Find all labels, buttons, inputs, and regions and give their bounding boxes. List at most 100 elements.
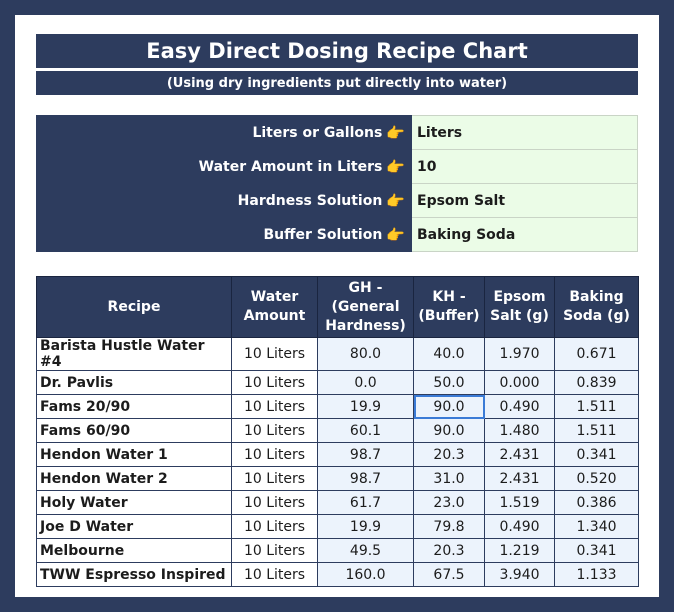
column-header-kh: KH - (Buffer) [413, 276, 485, 338]
kh-cell[interactable]: 67.5 [413, 562, 485, 587]
settings-panel: Liters or Gallons 👉 Liters Water Amount i… [36, 115, 638, 252]
recipe-name-cell[interactable]: TWW Espresso Inspired [36, 562, 232, 587]
setting-row-water-amount: Water Amount in Liters 👉 10 [36, 149, 638, 184]
water-amount-cell[interactable]: 10 Liters [231, 337, 318, 371]
kh-cell[interactable]: 20.3 [413, 538, 485, 563]
water-amount-cell[interactable]: 10 Liters [231, 562, 318, 587]
recipe-name-cell[interactable]: Melbourne [36, 538, 232, 563]
table-row: Melbourne 10 Liters 49.5 20.3 1.219 0.34… [36, 538, 639, 563]
chart-subtitle: (Using dry ingredients put directly into… [36, 71, 638, 95]
units-input-cell[interactable]: Liters [411, 115, 638, 150]
table-row: Barista Hustle Water #4 10 Liters 80.0 4… [36, 337, 639, 371]
setting-label-cell: Buffer Solution 👉 [36, 217, 412, 252]
hardness-solution-input-cell[interactable]: Epsom Salt [411, 183, 638, 218]
pointing-hand-icon: 👉 [386, 157, 405, 176]
epsom-salt-cell[interactable]: 2.431 [484, 442, 555, 467]
setting-label-cell: Liters or Gallons 👉 [36, 115, 412, 150]
epsom-salt-cell[interactable]: 1.519 [484, 490, 555, 515]
baking-soda-cell[interactable]: 1.340 [554, 514, 639, 539]
table-row: Holy Water 10 Liters 61.7 23.0 1.519 0.3… [36, 490, 639, 515]
gh-cell[interactable]: 160.0 [317, 562, 414, 587]
water-amount-cell[interactable]: 10 Liters [231, 538, 318, 563]
kh-cell[interactable]: 79.8 [413, 514, 485, 539]
baking-soda-cell[interactable]: 0.341 [554, 442, 639, 467]
kh-cell[interactable]: 90.0 [413, 418, 485, 443]
gh-cell[interactable]: 60.1 [317, 418, 414, 443]
column-header-recipe: Recipe [36, 276, 232, 338]
epsom-salt-cell[interactable]: 1.480 [484, 418, 555, 443]
epsom-salt-cell[interactable]: 0.000 [484, 370, 555, 395]
chart-title: Easy Direct Dosing Recipe Chart [36, 34, 638, 68]
baking-soda-cell[interactable]: 1.511 [554, 418, 639, 443]
water-amount-cell[interactable]: 10 Liters [231, 466, 318, 491]
gh-cell[interactable]: 98.7 [317, 466, 414, 491]
column-header-water-amount: Water Amount [231, 276, 318, 338]
epsom-salt-cell[interactable]: 0.490 [484, 514, 555, 539]
water-amount-input-cell[interactable]: 10 [411, 149, 638, 184]
gh-cell[interactable]: 49.5 [317, 538, 414, 563]
baking-soda-cell[interactable]: 0.386 [554, 490, 639, 515]
pointing-hand-icon: 👉 [386, 225, 405, 244]
baking-soda-cell[interactable]: 0.671 [554, 337, 639, 371]
water-amount-cell[interactable]: 10 Liters [231, 418, 318, 443]
setting-label-cell: Water Amount in Liters 👉 [36, 149, 412, 184]
epsom-salt-cell[interactable]: 3.940 [484, 562, 555, 587]
baking-soda-cell[interactable]: 0.520 [554, 466, 639, 491]
recipe-name-cell[interactable]: Hendon Water 2 [36, 466, 232, 491]
kh-cell-selected[interactable]: 90.0 [413, 394, 485, 419]
table-row: Joe D Water 10 Liters 19.9 79.8 0.490 1.… [36, 514, 639, 539]
column-header-gh: GH - (General Hardness) [317, 276, 414, 338]
water-amount-cell[interactable]: 10 Liters [231, 370, 318, 395]
kh-cell[interactable]: 50.0 [413, 370, 485, 395]
baking-soda-cell[interactable]: 1.133 [554, 562, 639, 587]
kh-cell[interactable]: 40.0 [413, 337, 485, 371]
setting-row-buffer: Buffer Solution 👉 Baking Soda [36, 217, 638, 252]
setting-row-units: Liters or Gallons 👉 Liters [36, 115, 638, 150]
water-amount-cell[interactable]: 10 Liters [231, 442, 318, 467]
column-header-baking-soda: Baking Soda (g) [554, 276, 639, 338]
table-row: Hendon Water 2 10 Liters 98.7 31.0 2.431… [36, 466, 639, 491]
epsom-salt-cell[interactable]: 1.219 [484, 538, 555, 563]
kh-cell[interactable]: 23.0 [413, 490, 485, 515]
gh-cell[interactable]: 80.0 [317, 337, 414, 371]
gh-cell[interactable]: 0.0 [317, 370, 414, 395]
setting-row-hardness: Hardness Solution 👉 Epsom Salt [36, 183, 638, 218]
setting-label: Buffer Solution [263, 226, 383, 243]
table-row: Dr. Pavlis 10 Liters 0.0 50.0 0.000 0.83… [36, 370, 639, 395]
table-row: Fams 60/90 10 Liters 60.1 90.0 1.480 1.5… [36, 418, 639, 443]
baking-soda-cell[interactable]: 0.839 [554, 370, 639, 395]
table-row: Hendon Water 1 10 Liters 98.7 20.3 2.431… [36, 442, 639, 467]
recipe-name-cell[interactable]: Fams 20/90 [36, 394, 232, 419]
recipe-name-cell[interactable]: Holy Water [36, 490, 232, 515]
gh-cell[interactable]: 61.7 [317, 490, 414, 515]
gh-cell[interactable]: 19.9 [317, 394, 414, 419]
recipe-name-cell[interactable]: Hendon Water 1 [36, 442, 232, 467]
water-amount-cell[interactable]: 10 Liters [231, 394, 318, 419]
recipe-name-cell[interactable]: Barista Hustle Water #4 [36, 337, 232, 371]
epsom-salt-cell[interactable]: 1.970 [484, 337, 555, 371]
baking-soda-cell[interactable]: 0.341 [554, 538, 639, 563]
recipe-table: Recipe Water Amount GH - (General Hardne… [36, 276, 639, 587]
gh-cell[interactable]: 19.9 [317, 514, 414, 539]
kh-cell[interactable]: 31.0 [413, 466, 485, 491]
setting-label-cell: Hardness Solution 👉 [36, 183, 412, 218]
water-amount-cell[interactable]: 10 Liters [231, 514, 318, 539]
table-row: Fams 20/90 10 Liters 19.9 90.0 0.490 1.5… [36, 394, 639, 419]
water-amount-cell[interactable]: 10 Liters [231, 490, 318, 515]
pointing-hand-icon: 👉 [386, 191, 405, 210]
kh-cell[interactable]: 20.3 [413, 442, 485, 467]
table-header-row: Recipe Water Amount GH - (General Hardne… [36, 276, 639, 338]
epsom-salt-cell[interactable]: 2.431 [484, 466, 555, 491]
column-header-epsom-salt: Epsom Salt (g) [484, 276, 555, 338]
buffer-solution-input-cell[interactable]: Baking Soda [411, 217, 638, 252]
recipe-name-cell[interactable]: Dr. Pavlis [36, 370, 232, 395]
epsom-salt-cell[interactable]: 0.490 [484, 394, 555, 419]
baking-soda-cell[interactable]: 1.511 [554, 394, 639, 419]
table-row: TWW Espresso Inspired 10 Liters 160.0 67… [36, 562, 639, 587]
gh-cell[interactable]: 98.7 [317, 442, 414, 467]
pointing-hand-icon: 👉 [386, 123, 405, 142]
setting-label: Liters or Gallons [252, 124, 383, 141]
recipe-name-cell[interactable]: Joe D Water [36, 514, 232, 539]
recipe-name-cell[interactable]: Fams 60/90 [36, 418, 232, 443]
spreadsheet-sheet: Easy Direct Dosing Recipe Chart (Using d… [15, 15, 659, 597]
